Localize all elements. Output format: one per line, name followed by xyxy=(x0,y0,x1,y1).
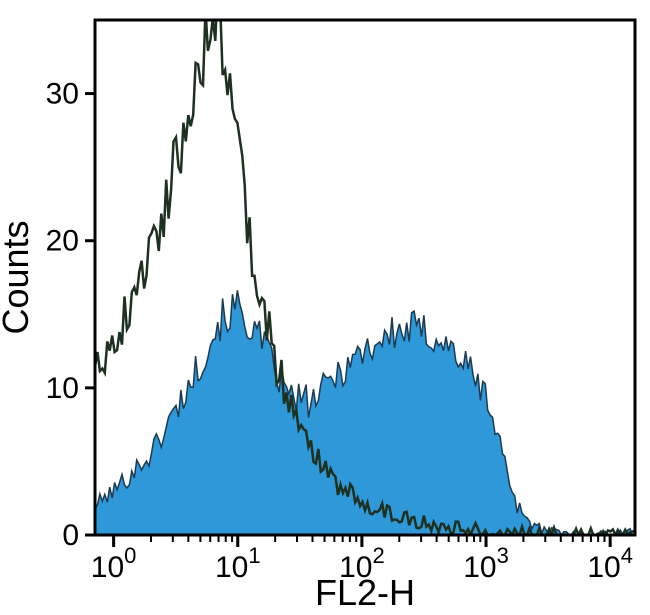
xtick-label: 103 xyxy=(463,543,509,584)
ytick-label: 0 xyxy=(62,519,79,552)
chart-svg: 0102030100101102103104CountsFL2-H xyxy=(0,0,650,615)
ytick-label: 30 xyxy=(46,78,79,111)
ytick-label: 10 xyxy=(46,372,79,405)
xtick-label: 101 xyxy=(215,543,261,584)
xtick-label: 104 xyxy=(587,543,633,584)
y-axis-label: Counts xyxy=(0,220,36,334)
histogram-chart: 0102030100101102103104CountsFL2-H xyxy=(0,0,650,615)
xtick-label: 100 xyxy=(91,543,137,584)
ytick-label: 20 xyxy=(46,225,79,258)
x-axis-label: FL2-H xyxy=(315,572,415,613)
series-stained xyxy=(95,290,635,535)
